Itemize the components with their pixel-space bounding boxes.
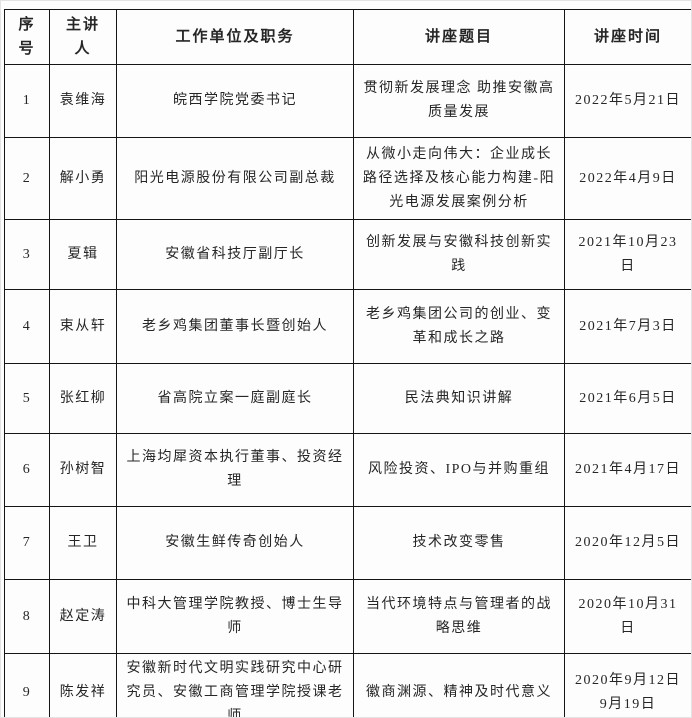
cell-no: 5 — [4, 363, 50, 434]
cell-topic: 徽商渊源、精神及时代意义 — [353, 653, 565, 717]
header-speaker: 主讲人 — [49, 9, 117, 65]
cell-date: 2022年4月9日 — [564, 137, 691, 220]
table-row: 4 束从轩 老乡鸡集团董事长暨创始人 老乡鸡集团公司的创业、变革和成长之路 20… — [4, 289, 691, 364]
header-no: 序号 — [4, 9, 50, 65]
header-date: 讲座时间 — [564, 9, 691, 65]
cell-speaker: 夏辑 — [49, 219, 117, 290]
cell-no: 1 — [4, 64, 50, 138]
cell-speaker: 赵定涛 — [49, 579, 117, 654]
cell-date: 2021年4月17日 — [564, 433, 691, 507]
cell-speaker: 王卫 — [49, 506, 117, 580]
cell-affiliation: 安徽生鲜传奇创始人 — [116, 506, 354, 580]
cell-speaker: 束从轩 — [49, 289, 117, 364]
cell-date: 2021年6月5日 — [564, 363, 691, 434]
cell-affiliation: 省高院立案一庭副庭长 — [116, 363, 354, 434]
cell-topic: 贯彻新发展理念 助推安徽高质量发展 — [353, 64, 565, 138]
cell-no: 4 — [4, 289, 50, 364]
table-row: 9 陈发祥 安徽新时代文明实践研究中心研究员、安徽工商管理学院授课老师 徽商渊源… — [4, 653, 691, 717]
cell-topic: 从微小走向伟大：企业成长路径选择及核心能力构建-阳光电源发展案例分析 — [353, 137, 565, 220]
cell-date: 2021年7月3日 — [564, 289, 691, 364]
cell-affiliation: 中科大管理学院教授、博士生导师 — [116, 579, 354, 654]
cell-date: 2022年5月21日 — [564, 64, 691, 138]
table-row: 8 赵定涛 中科大管理学院教授、博士生导师 当代环境特点与管理者的战略思维 20… — [4, 579, 691, 654]
cell-topic: 老乡鸡集团公司的创业、变革和成长之路 — [353, 289, 565, 364]
cell-no: 9 — [4, 653, 50, 717]
cell-speaker: 解小勇 — [49, 137, 117, 220]
cell-no: 6 — [4, 433, 50, 507]
lecture-table: 序号 主讲人 工作单位及职务 讲座题目 讲座时间 1 袁维海 皖西学院党委书记 … — [4, 9, 691, 717]
cell-no: 2 — [4, 137, 50, 220]
cell-affiliation: 安徽省科技厅副厅长 — [116, 219, 354, 290]
cell-no: 8 — [4, 579, 50, 654]
header-row: 序号 主讲人 工作单位及职务 讲座题目 讲座时间 — [4, 9, 691, 65]
table-row: 2 解小勇 阳光电源股份有限公司副总裁 从微小走向伟大：企业成长路径选择及核心能… — [4, 137, 691, 220]
cell-topic: 当代环境特点与管理者的战略思维 — [353, 579, 565, 654]
cell-topic: 创新发展与安徽科技创新实践 — [353, 219, 565, 290]
cell-date: 2020年12月5日 — [564, 506, 691, 580]
cell-date: 2020年10月31日 — [564, 579, 691, 654]
cell-no: 3 — [4, 219, 50, 290]
cell-affiliation: 阳光电源股份有限公司副总裁 — [116, 137, 354, 220]
header-affiliation: 工作单位及职务 — [116, 9, 354, 65]
cell-topic: 风险投资、IPO与并购重组 — [353, 433, 565, 507]
table-row: 5 张红柳 省高院立案一庭副庭长 民法典知识讲解 2021年6月5日 — [4, 363, 691, 434]
table-row: 1 袁维海 皖西学院党委书记 贯彻新发展理念 助推安徽高质量发展 2022年5月… — [4, 64, 691, 138]
header-topic: 讲座题目 — [353, 9, 565, 65]
cell-no: 7 — [4, 506, 50, 580]
cell-topic: 民法典知识讲解 — [353, 363, 565, 434]
table-row: 3 夏辑 安徽省科技厅副厅长 创新发展与安徽科技创新实践 2021年10月23日 — [4, 219, 691, 290]
cell-date: 2021年10月23日 — [564, 219, 691, 290]
cell-speaker: 张红柳 — [49, 363, 117, 434]
table-row: 6 孙树智 上海均犀资本执行董事、投资经理 风险投资、IPO与并购重组 2021… — [4, 433, 691, 507]
cell-affiliation: 上海均犀资本执行董事、投资经理 — [116, 433, 354, 507]
cell-speaker: 袁维海 — [49, 64, 117, 138]
table-row: 7 王卫 安徽生鲜传奇创始人 技术改变零售 2020年12月5日 — [4, 506, 691, 580]
cell-date: 2020年9月12日 9月19日 — [564, 653, 691, 717]
cell-topic: 技术改变零售 — [353, 506, 565, 580]
cell-affiliation: 老乡鸡集团董事长暨创始人 — [116, 289, 354, 364]
cell-speaker: 孙树智 — [49, 433, 117, 507]
cell-affiliation: 皖西学院党委书记 — [116, 64, 354, 138]
cell-affiliation: 安徽新时代文明实践研究中心研究员、安徽工商管理学院授课老师 — [116, 653, 354, 717]
cell-speaker: 陈发祥 — [49, 653, 117, 717]
